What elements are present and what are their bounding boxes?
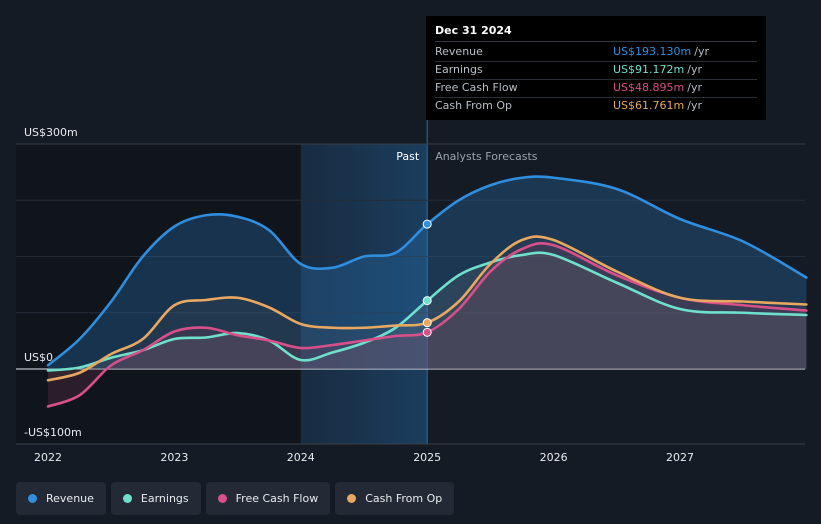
tooltip-value: US$193.130m: [613, 45, 692, 58]
legend-dot-icon: [217, 494, 227, 503]
legend-label: Free Cash Flow: [235, 492, 319, 505]
x-tick-label: 2022: [34, 451, 62, 464]
tooltip-unit: /yr: [694, 45, 709, 58]
tooltip-value: US$48.895m: [613, 81, 685, 94]
x-tick-label: 2026: [540, 451, 568, 464]
legend: Revenue Earnings Free Cash Flow Cash Fro…: [16, 482, 455, 515]
y-tick-label: US$0: [24, 351, 53, 364]
y-tick-label: -US$100m: [24, 426, 82, 439]
marker-earnings: [422, 296, 432, 306]
line-revenue: [46, 175, 808, 367]
marker-revenue: [422, 219, 432, 229]
past-region: [300, 144, 428, 444]
line-cash-from-op: [46, 235, 808, 382]
tooltip-unit: /yr: [687, 81, 702, 94]
line-free-cash-flow: [46, 242, 808, 408]
tooltip-row-earnings: Earnings US$91.172m /yr: [435, 62, 757, 80]
tooltip-row-free-cash-flow: Free Cash Flow US$48.895m /yr: [435, 80, 757, 98]
tooltip-label: Earnings: [435, 63, 483, 76]
x-tick-label: 2027: [666, 451, 694, 464]
legend-item-cash-from-op[interactable]: Cash From Op: [335, 482, 455, 515]
legend-item-free-cash-flow[interactable]: Free Cash Flow: [205, 482, 331, 515]
tooltip-value: US$61.761m: [613, 99, 685, 112]
legend-dot-icon: [28, 494, 37, 503]
area-earnings: [48, 252, 807, 371]
tooltip-date: Dec 31 2024: [435, 24, 757, 42]
line-earnings: [46, 251, 808, 372]
y-tick-label: US$300m: [24, 126, 78, 139]
marker-free-cash-flow: [422, 327, 432, 337]
legend-label: Revenue: [46, 492, 94, 505]
legend-dot-icon: [122, 494, 132, 503]
legend-label: Cash From Op: [365, 492, 443, 505]
legend-item-revenue[interactable]: Revenue: [16, 482, 106, 515]
tooltip-row-cash-from-op: Cash From Op US$61.761m /yr: [435, 98, 757, 115]
forecast-label: Analysts Forecasts: [435, 150, 538, 163]
tooltip-label: Revenue: [435, 45, 483, 58]
legend-label: Earnings: [140, 492, 189, 505]
area-revenue: [48, 176, 807, 369]
legend-item-earnings[interactable]: Earnings: [110, 482, 201, 515]
past-label: Past: [396, 150, 420, 163]
tooltip-unit: /yr: [687, 63, 702, 76]
tooltip-label: Cash From Op: [435, 99, 513, 112]
tooltip-unit: /yr: [687, 99, 702, 112]
x-tick-label: 2023: [160, 451, 188, 464]
legend-dot-icon: [347, 494, 357, 503]
tooltip-value: US$91.172m: [613, 63, 685, 76]
history-region: [16, 144, 301, 444]
tooltip: Dec 31 2024 Revenue US$193.130m /yr Earn…: [426, 16, 766, 120]
marker-cash-from-op: [422, 318, 432, 328]
x-tick-label: 2025: [413, 451, 441, 464]
tooltip-row-revenue: Revenue US$193.130m /yr: [435, 44, 757, 62]
x-tick-label: 2024: [287, 451, 315, 464]
tooltip-label: Free Cash Flow: [435, 81, 518, 94]
